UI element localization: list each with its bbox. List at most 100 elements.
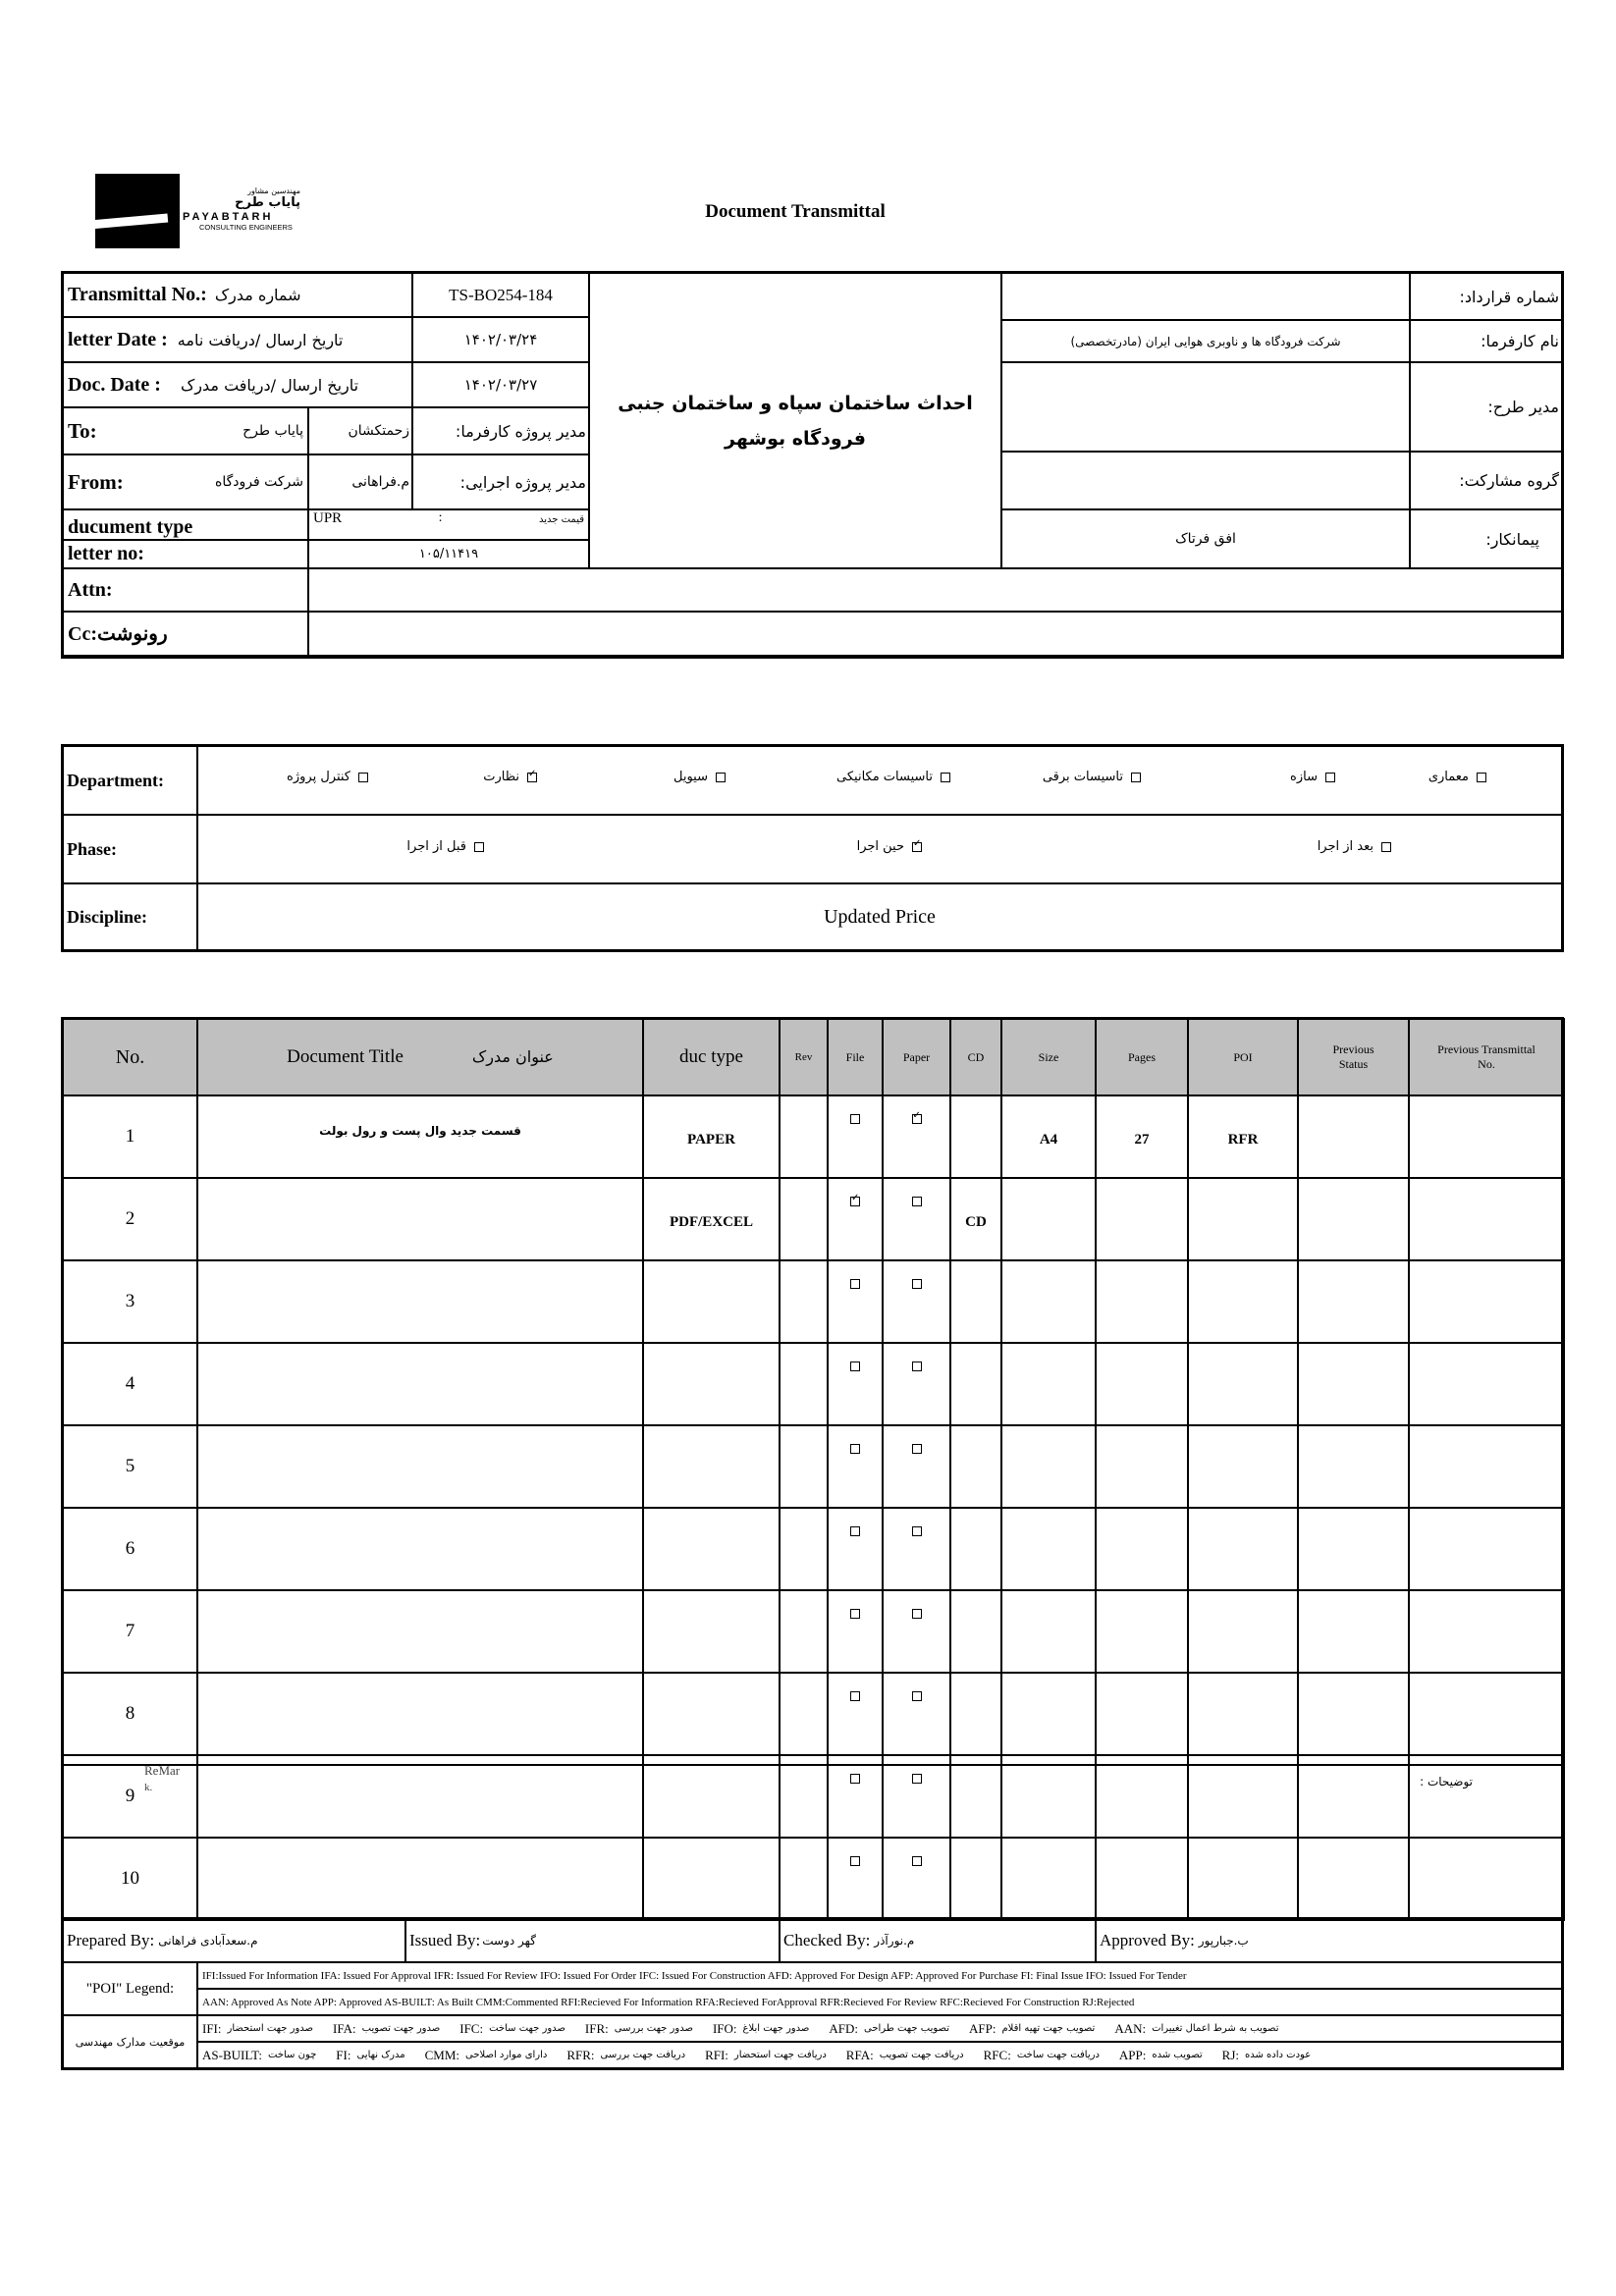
department-option-label: معماری — [1427, 770, 1469, 784]
transmittal-no-label: Transmittal No.: شماره مدرک — [62, 272, 413, 318]
row-number: 8 — [62, 1672, 198, 1756]
row-previous-status — [1297, 1507, 1410, 1591]
table-row: 6 — [62, 1507, 1565, 1591]
row-number: 5 — [62, 1424, 198, 1509]
row-document-type — [642, 1754, 781, 1839]
department-option-label: تاسیسات مکانیکی — [836, 770, 933, 784]
row-document-title — [196, 1672, 644, 1756]
poi-legend-label: "POI" Legend: — [62, 1961, 198, 2016]
checkbox-icon — [911, 1526, 922, 1537]
row-poi — [1187, 1672, 1299, 1756]
row-cd — [949, 1507, 1002, 1591]
row-cd — [949, 1095, 1002, 1179]
row-document-type: PDF/EXCEL — [642, 1177, 781, 1261]
row-previous-transmittal — [1408, 1342, 1565, 1426]
prepared-by: Prepared By: م.سعدآبادی فراهانی — [62, 1917, 406, 1963]
checkbox-icon — [911, 1197, 922, 1207]
row-rev — [779, 1259, 829, 1344]
legend-code: RFI: — [705, 2047, 728, 2062]
discipline-value: Updated Price — [196, 882, 1563, 951]
row-document-type — [642, 1837, 781, 1921]
row-rev — [779, 1754, 829, 1839]
exec-pm-label: مدیر پروژه اجرایی: — [411, 454, 590, 510]
legend-description: چون ساخت — [268, 2050, 317, 2060]
row-rev — [779, 1589, 829, 1674]
phase-option: بعد از اجرا — [1318, 839, 1391, 854]
checkbox-icon — [358, 772, 368, 782]
row-previous-status — [1297, 1342, 1410, 1426]
legend-description: تصویب جهت تهیه اقلام — [1001, 2023, 1096, 2034]
doc-date-value: ۱۴۰۲/۰۳/۲۷ — [411, 361, 590, 408]
department-option: سیویل — [673, 770, 726, 784]
row-size — [1000, 1259, 1097, 1344]
row-file — [827, 1342, 884, 1426]
row-document-title — [196, 1342, 644, 1426]
checkbox-icon — [911, 1609, 922, 1620]
row-file — [827, 1177, 884, 1261]
checked-by: Checked By: م.نورآذر — [779, 1917, 1097, 1963]
legend-description: مدرک نهایی — [356, 2050, 405, 2060]
row-cd — [949, 1342, 1002, 1426]
department-option: سازه — [1290, 770, 1335, 784]
row-size — [1000, 1754, 1097, 1839]
row-paper — [882, 1424, 951, 1509]
checkbox-icon — [850, 1279, 860, 1290]
row-size: A4 — [1000, 1095, 1097, 1179]
header-pages: Pages — [1095, 1018, 1189, 1096]
header-paper: Paper — [882, 1018, 951, 1096]
row-number: 4 — [62, 1342, 198, 1426]
doc-type-value: UPR: قیمت جدید — [307, 508, 590, 541]
phase-option: قبل از اجرا — [406, 839, 484, 854]
legend-code: AFD: — [829, 2020, 859, 2036]
legend-description: تصویب جهت طراحی — [864, 2023, 949, 2034]
row-cd — [949, 1259, 1002, 1344]
contract-no-value — [1000, 272, 1411, 321]
row-paper — [882, 1589, 951, 1674]
row-file — [827, 1837, 884, 1921]
row-paper — [882, 1672, 951, 1756]
department-option-label: کنترل پروژه — [287, 770, 350, 784]
row-previous-status — [1297, 1837, 1410, 1921]
letter-no-value: ۱۰۵/۱۱۴۱۹ — [307, 539, 590, 569]
row-document-title: قسمت جدید وال پست و رول بولت — [196, 1095, 644, 1179]
row-poi — [1187, 1507, 1299, 1591]
row-paper — [882, 1507, 951, 1591]
row-rev — [779, 1177, 829, 1261]
legend-description: صدور جهت استحضار — [227, 2023, 314, 2034]
row-document-title — [196, 1837, 644, 1921]
header-rev: Rev — [779, 1018, 829, 1096]
row-previous-transmittal — [1408, 1507, 1565, 1591]
phase-option-label: بعد از اجرا — [1317, 839, 1374, 854]
checkbox-icon — [850, 1114, 860, 1125]
row-size — [1000, 1507, 1097, 1591]
logo-text: مهندسین مشاور پایاب طرح PAYABTARH CONSUL… — [183, 187, 300, 232]
client-pm-value: زحمتکشان — [307, 406, 413, 455]
department-option: تاسیسات مکانیکی — [836, 770, 950, 784]
row-number: 10 — [62, 1837, 198, 1921]
checkbox-icon — [911, 1362, 922, 1372]
row-document-type — [642, 1259, 781, 1344]
legend-code: FI: — [336, 2047, 351, 2062]
plan-manager-value — [1000, 361, 1411, 453]
header-file: File — [827, 1018, 884, 1096]
table-row: 10 — [62, 1837, 1565, 1921]
department-option-label: نظارت — [483, 770, 519, 784]
checkbox-icon — [911, 1444, 922, 1455]
row-file — [827, 1095, 884, 1179]
row-previous-transmittal — [1408, 1095, 1565, 1179]
header-poi: POI — [1187, 1018, 1299, 1096]
row-file — [827, 1754, 884, 1839]
department-label: Department: — [62, 745, 198, 816]
row-poi — [1187, 1754, 1299, 1839]
row-paper — [882, 1837, 951, 1921]
attn-label: Attn: — [62, 567, 309, 613]
checkbox-icon — [911, 1774, 922, 1785]
checkbox-icon — [850, 1526, 860, 1537]
row-pages — [1095, 1259, 1189, 1344]
header-document-title: Document Title عنوان مدرک — [196, 1018, 644, 1096]
checkbox-icon — [850, 1856, 860, 1867]
header-cd: CD — [949, 1018, 1002, 1096]
legend-description: صدور جهت ابلاغ — [742, 2023, 810, 2034]
row-previous-status — [1297, 1259, 1410, 1344]
partner-group-value — [1000, 451, 1411, 510]
